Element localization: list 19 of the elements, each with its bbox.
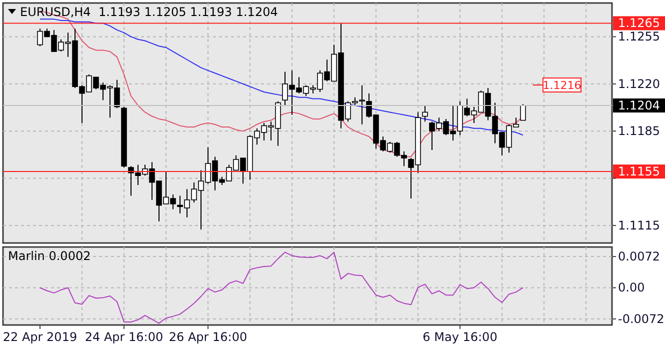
chart-title: Marlin 0.0002 — [8, 249, 91, 263]
x-tick-label: 24 Apr 16:00 — [84, 330, 164, 344]
ref-line-label: 1.1265 — [618, 16, 660, 30]
chart-title: EURUSD,H4 1.1193 1.1205 1.1193 1.1204 — [20, 5, 278, 19]
y-tick-label: 1.1185 — [618, 124, 660, 138]
ref-line-label: 1.1155 — [618, 164, 660, 179]
candlestick — [422, 104, 428, 122]
candlestick — [520, 104, 526, 121]
text: 1.1216 — [542, 79, 582, 92]
y-tick-label: 1.1255 — [618, 30, 660, 44]
x-tick-label: 22 Apr 2019 — [2, 330, 78, 344]
y-tick-label: 1.1220 — [618, 76, 660, 91]
ref-line-label: 1.1204 — [618, 98, 660, 112]
y-tick-label: 0.0072 — [618, 250, 660, 264]
y-tick-label: 0.00 — [618, 280, 645, 295]
x-tick-label: 6 May 16:00 — [422, 330, 498, 344]
y-tick-label: 1.1115 — [618, 218, 660, 232]
y-tick-label: -0.0072 — [618, 312, 664, 326]
x-tick-label: 26 Apr 16:00 — [168, 330, 248, 344]
